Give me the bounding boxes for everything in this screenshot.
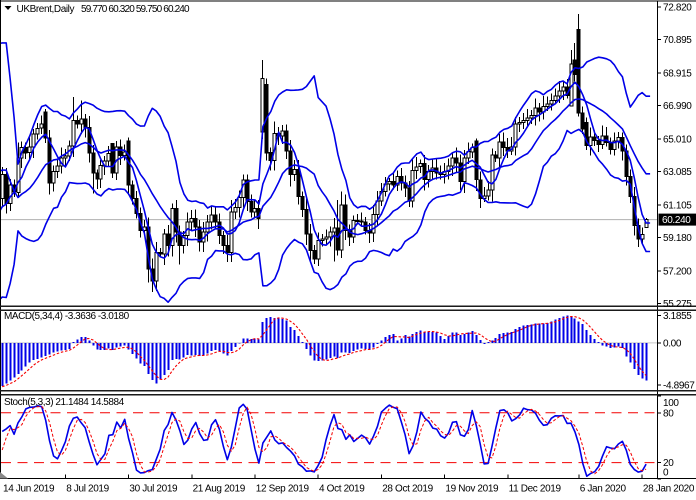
- svg-text:59.770 60.320 59.750 60.240: 59.770 60.320 59.750 60.240: [81, 4, 190, 15]
- svg-text:63.085: 63.085: [663, 167, 692, 178]
- svg-text:14 Jun 2019: 14 Jun 2019: [3, 484, 55, 495]
- svg-text:6 Jan 2020: 6 Jan 2020: [580, 484, 627, 495]
- svg-text:55.275: 55.275: [663, 299, 692, 310]
- svg-text:11 Dec 2019: 11 Dec 2019: [509, 484, 562, 495]
- svg-text:66.990: 66.990: [663, 101, 692, 112]
- svg-text:3.1855: 3.1855: [663, 311, 692, 322]
- svg-text:0.00: 0.00: [663, 338, 682, 349]
- svg-text:59.180: 59.180: [663, 233, 692, 244]
- svg-text:-4.8967: -4.8967: [663, 381, 695, 392]
- svg-text:Stoch(5,3,3) 21.1484 14.5884: Stoch(5,3,3) 21.1484 14.5884: [4, 397, 125, 408]
- svg-text:28 Jan 2020: 28 Jan 2020: [643, 484, 695, 495]
- svg-text:21 Aug 2019: 21 Aug 2019: [193, 484, 246, 495]
- svg-text:0: 0: [663, 468, 669, 479]
- svg-text:8 Jul 2019: 8 Jul 2019: [66, 484, 109, 495]
- svg-text:4 Oct 2019: 4 Oct 2019: [319, 484, 365, 495]
- svg-text:MACD(5,34,4) -3.3636 -3.0180: MACD(5,34,4) -3.3636 -3.0180: [4, 311, 130, 322]
- svg-text:57.200: 57.200: [663, 266, 692, 277]
- svg-text:100: 100: [663, 398, 679, 409]
- svg-text:12 Sep 2019: 12 Sep 2019: [256, 484, 310, 495]
- svg-text:70.895: 70.895: [663, 35, 692, 46]
- svg-text:28 Oct 2019: 28 Oct 2019: [382, 484, 433, 495]
- svg-text:80: 80: [663, 408, 674, 419]
- svg-text:30 Jul 2019: 30 Jul 2019: [129, 484, 178, 495]
- svg-text:60.240: 60.240: [662, 215, 691, 226]
- svg-text:20: 20: [663, 458, 674, 469]
- svg-text:72.820: 72.820: [663, 3, 692, 14]
- svg-text:61.105: 61.105: [663, 201, 692, 212]
- svg-text:19 Nov 2019: 19 Nov 2019: [445, 484, 499, 495]
- svg-text:68.915: 68.915: [663, 69, 692, 80]
- svg-text:65.010: 65.010: [663, 135, 692, 146]
- svg-text:UKBrent,Daily: UKBrent,Daily: [17, 4, 75, 15]
